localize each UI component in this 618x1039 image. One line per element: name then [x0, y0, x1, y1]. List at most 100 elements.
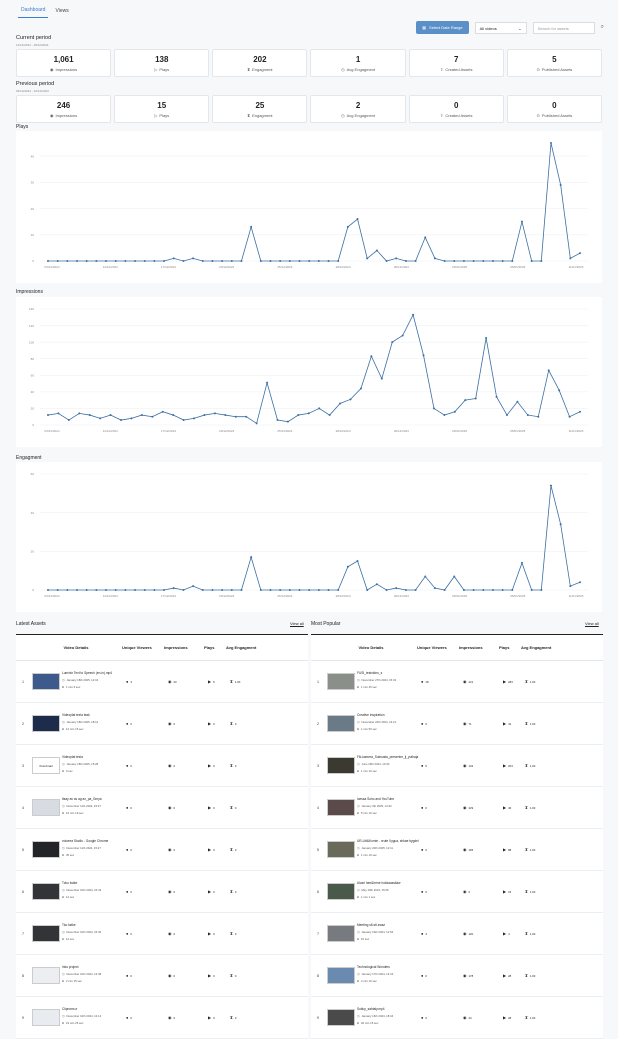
data-point[interactable]	[308, 589, 311, 591]
data-point[interactable]	[317, 589, 320, 591]
data-point[interactable]	[224, 414, 227, 417]
data-point[interactable]	[276, 419, 279, 422]
data-point[interactable]	[134, 260, 137, 262]
video-title[interactable]: Alvari hee&Irene hokkaassilaw	[357, 881, 401, 885]
data-point[interactable]	[349, 398, 352, 401]
data-point[interactable]	[182, 260, 185, 262]
data-point[interactable]	[327, 589, 330, 591]
data-point[interactable]	[120, 419, 123, 422]
data-point[interactable]	[297, 414, 300, 417]
data-point[interactable]	[78, 412, 81, 415]
data-point[interactable]	[105, 589, 108, 591]
data-point[interactable]	[404, 260, 407, 262]
data-point[interactable]	[385, 589, 388, 591]
data-point[interactable]	[530, 260, 533, 262]
table-row[interactable]: 8 Inko project ◷ December 10th 2024, 13:4…	[16, 955, 308, 997]
data-point[interactable]	[109, 414, 112, 417]
data-point[interactable]	[453, 575, 456, 578]
data-point[interactable]	[464, 399, 467, 402]
data-point[interactable]	[549, 142, 552, 144]
data-point[interactable]	[134, 589, 137, 591]
video-title[interactable]: Videoplat tezla teak	[62, 713, 90, 717]
table-row[interactable]: 3 Fik-kamera_Suksusta_presenter_ji_yutha…	[311, 745, 603, 787]
video-thumbnail[interactable]	[327, 883, 355, 900]
data-point[interactable]	[56, 260, 59, 262]
data-point[interactable]	[356, 560, 359, 562]
video-title[interactable]: Technological Wonders	[357, 965, 390, 969]
data-point[interactable]	[85, 589, 88, 591]
data-point[interactable]	[221, 260, 224, 262]
data-point[interactable]	[211, 260, 214, 262]
data-point[interactable]	[286, 420, 289, 423]
video-thumbnail[interactable]	[32, 799, 60, 816]
data-point[interactable]	[266, 381, 269, 384]
data-point[interactable]	[114, 260, 117, 262]
data-point[interactable]	[579, 410, 581, 413]
data-point[interactable]	[163, 589, 166, 591]
data-point[interactable]	[99, 417, 102, 420]
data-point[interactable]	[433, 257, 436, 260]
data-point[interactable]	[579, 252, 581, 255]
data-point[interactable]	[230, 589, 233, 591]
data-point[interactable]	[288, 260, 291, 262]
data-point[interactable]	[404, 589, 407, 591]
video-thumbnail[interactable]	[32, 841, 60, 858]
table-row[interactable]: 7 Tko kstke ◷ December 10th 2024, 15:40 ⧗…	[16, 913, 308, 955]
data-point[interactable]	[143, 589, 146, 591]
data-point[interactable]	[151, 415, 154, 418]
data-point[interactable]	[337, 260, 340, 262]
video-thumbnail[interactable]	[32, 925, 60, 942]
data-point[interactable]	[540, 589, 543, 591]
data-point[interactable]	[259, 589, 262, 591]
table-row[interactable]: 2 Videoplat tezla teak ◷ January 18th 202…	[16, 703, 308, 745]
table-row[interactable]: 9 Cliproms.e ◷ December 10th 2024, 12:14 …	[16, 997, 308, 1039]
data-point[interactable]	[57, 412, 60, 415]
data-point[interactable]	[505, 414, 508, 417]
video-thumbnail[interactable]	[327, 967, 355, 984]
data-point[interactable]	[140, 414, 143, 417]
table-row[interactable]: 8 Technological Wonders ◷ January 17th 20…	[311, 955, 603, 997]
data-point[interactable]	[124, 589, 127, 591]
data-point[interactable]	[47, 414, 49, 417]
data-point[interactable]	[491, 589, 494, 591]
data-point[interactable]	[380, 377, 383, 380]
data-point[interactable]	[540, 260, 543, 262]
data-point[interactable]	[76, 589, 79, 591]
data-point[interactable]	[192, 257, 195, 260]
data-point[interactable]	[339, 402, 342, 405]
table-row[interactable]: 4 loessa Suho and YouTube ◷ January 3th 2…	[311, 787, 603, 829]
data-point[interactable]	[579, 581, 581, 584]
data-point[interactable]	[250, 556, 253, 559]
video-title[interactable]: Luminix Text to Speech (en-in).mp4	[62, 671, 113, 675]
video-thumbnail[interactable]	[327, 799, 355, 816]
data-point[interactable]	[327, 260, 330, 262]
video-title[interactable]: Cliproms.e	[62, 1007, 78, 1011]
video-title[interactable]: Creative Inspiration	[357, 713, 385, 717]
data-point[interactable]	[558, 389, 561, 392]
data-point[interactable]	[269, 589, 272, 591]
data-point[interactable]	[491, 260, 494, 262]
data-point[interactable]	[385, 260, 388, 262]
video-title[interactable]: Sultuy_sahtaly.mp4	[357, 1007, 385, 1011]
data-point[interactable]	[279, 260, 282, 262]
data-point[interactable]	[298, 260, 301, 262]
video-thumbnail[interactable]	[327, 841, 355, 858]
latest-view-all-link[interactable]: View all	[290, 621, 304, 626]
data-point[interactable]	[395, 257, 398, 260]
data-point[interactable]	[501, 260, 504, 262]
data-point[interactable]	[130, 417, 133, 420]
data-point[interactable]	[143, 260, 146, 262]
data-point[interactable]	[66, 260, 69, 262]
data-point[interactable]	[472, 589, 475, 591]
video-title[interactable]: Tzko kstke	[62, 881, 78, 885]
select-date-range-button[interactable]: ▦ Select Date Range	[416, 21, 469, 34]
data-point[interactable]	[530, 589, 533, 591]
table-row[interactable]: 2 Creative Inspiration ◷ November 22th 20…	[311, 703, 603, 745]
data-point[interactable]	[318, 407, 321, 410]
data-point[interactable]	[472, 260, 475, 262]
data-point[interactable]	[213, 412, 216, 415]
data-point[interactable]	[366, 257, 369, 260]
video-title[interactable]: FUSI_testvideo_s	[357, 671, 383, 675]
data-point[interactable]	[240, 260, 243, 262]
data-point[interactable]	[366, 589, 369, 591]
